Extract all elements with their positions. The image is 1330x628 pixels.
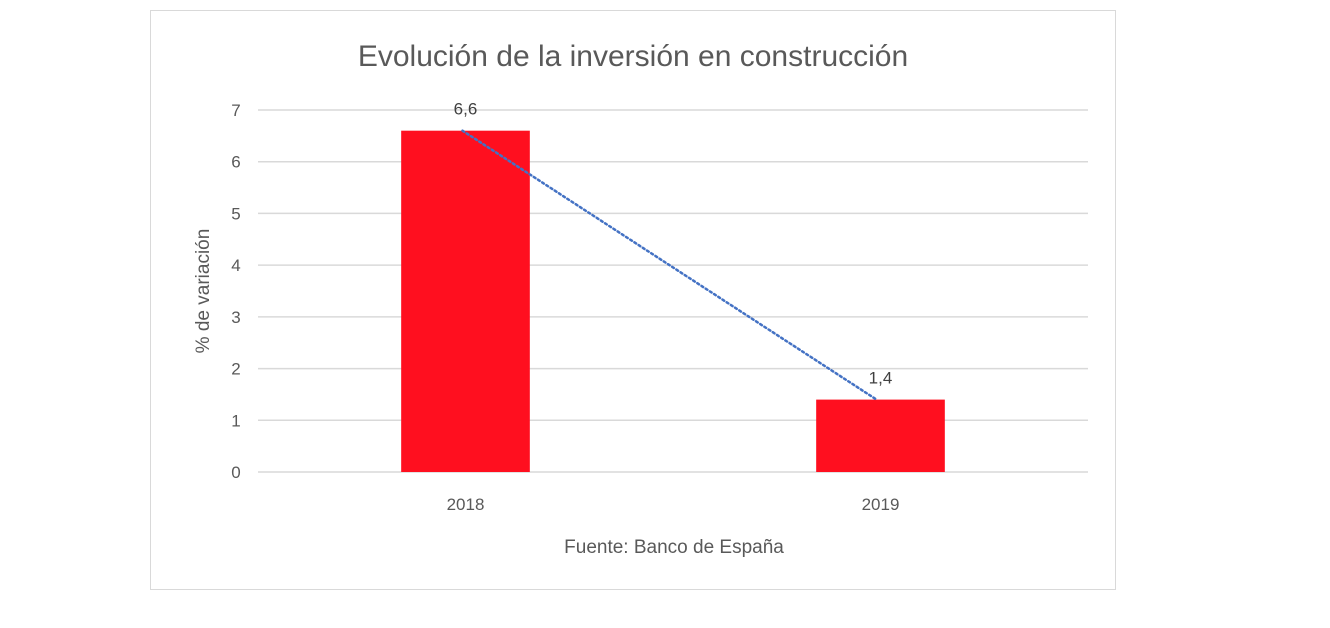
data-labels: 6,6 1,4 (454, 100, 893, 388)
source-note: Fuente: Banco de España (564, 537, 784, 558)
bars (401, 130, 945, 472)
bar-2018 (401, 130, 530, 472)
y-tick-label-1: 1 (231, 411, 240, 430)
y-tick-labels: 0 1 2 3 4 5 6 7 (231, 101, 240, 482)
trendline (461, 129, 878, 401)
y-tick-label-0: 0 (231, 463, 240, 482)
y-tick-label-3: 3 (231, 308, 240, 327)
y-axis-title: % de variación (193, 229, 214, 354)
y-tick-label-4: 4 (231, 256, 240, 275)
chart-frame (150, 10, 1116, 590)
y-tick-label-5: 5 (231, 204, 240, 223)
y-tick-label-2: 2 (231, 360, 240, 379)
y-tick-label-7: 7 (231, 101, 240, 120)
x-tick-label-2019: 2019 (862, 495, 900, 514)
chart-title: Evolución de la inversión en construcció… (358, 40, 908, 73)
y-tick-label-6: 6 (231, 153, 240, 172)
x-tick-label-2018: 2018 (447, 495, 485, 514)
trendline-line (461, 129, 878, 401)
data-label-2018: 6,6 (454, 100, 478, 119)
x-tick-labels: 2018 2019 (447, 495, 900, 514)
bar-2019 (816, 399, 945, 472)
data-label-2019: 1,4 (869, 369, 893, 388)
gridlines (258, 109, 1088, 473)
